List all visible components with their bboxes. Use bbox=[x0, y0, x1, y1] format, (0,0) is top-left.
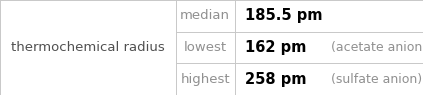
Text: 258 pm: 258 pm bbox=[245, 72, 307, 87]
Text: (sulfate anion): (sulfate anion) bbox=[331, 73, 422, 86]
Text: 162 pm: 162 pm bbox=[245, 40, 307, 55]
Text: lowest: lowest bbox=[184, 41, 227, 54]
Text: thermochemical radius: thermochemical radius bbox=[11, 41, 165, 54]
Text: highest: highest bbox=[180, 73, 230, 86]
Text: (acetate anion): (acetate anion) bbox=[331, 41, 423, 54]
Text: median: median bbox=[180, 9, 230, 22]
Text: 185.5 pm: 185.5 pm bbox=[245, 8, 323, 23]
